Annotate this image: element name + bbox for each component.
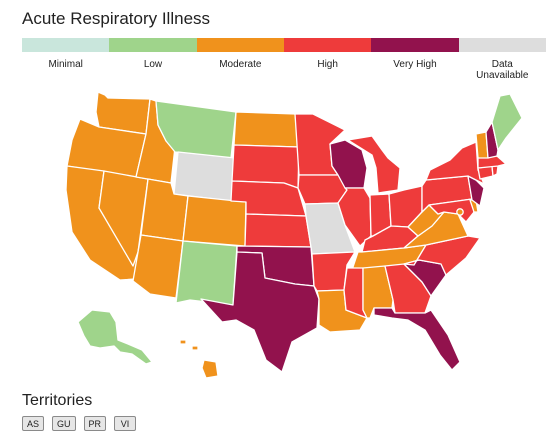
territory-buttons: AS GU PR VI <box>22 416 137 431</box>
state-ny[interactable] <box>425 141 485 185</box>
state-ks[interactable] <box>244 213 312 248</box>
state-ak[interactable] <box>77 309 153 365</box>
legend-swatch-moderate <box>196 38 284 52</box>
state-az[interactable] <box>132 234 184 299</box>
territory-button-pr[interactable]: PR <box>83 416 107 431</box>
legend-label-minimal: Minimal <box>48 59 83 70</box>
legend-label-low: Low <box>143 59 163 70</box>
legend-label-moderate: Moderate <box>219 59 262 70</box>
territory-button-gu[interactable]: GU <box>52 416 76 431</box>
legend-item-low: Low <box>109 38 197 81</box>
state-il[interactable] <box>337 187 372 247</box>
legend-item-very-high: Very High <box>371 38 459 81</box>
state-mi[interactable] <box>347 135 401 194</box>
legend-label-very-high: Very High <box>393 59 437 70</box>
legend-swatch-unavailable <box>458 38 546 52</box>
legend-swatch-low <box>109 38 197 52</box>
state-ri[interactable] <box>491 165 499 177</box>
state-tx[interactable] <box>200 251 320 373</box>
legend-label-high: High <box>317 59 338 70</box>
state-co[interactable] <box>182 195 247 247</box>
territories-heading: Territories <box>22 392 93 409</box>
legend-item-moderate: Moderate <box>196 38 284 81</box>
us-state-map <box>65 91 523 379</box>
legend-item-high: High <box>283 38 372 81</box>
page-title: Acute Respiratory Illness <box>22 9 211 28</box>
state-nh[interactable] <box>485 121 499 159</box>
legend-label-unavailable: Data Unavailable <box>476 59 529 81</box>
state-wy[interactable] <box>173 151 236 202</box>
state-nm[interactable] <box>175 240 238 306</box>
state-dc[interactable] <box>456 208 464 216</box>
state-me[interactable] <box>491 93 523 151</box>
legend-item-unavailable: Data Unavailable <box>458 38 546 81</box>
legend-swatch-very-high <box>371 38 459 52</box>
territory-button-as[interactable]: AS <box>22 416 45 431</box>
legend: Minimal Low Moderate High Very High Data… <box>22 38 546 81</box>
legend-item-minimal: Minimal <box>22 38 110 81</box>
legend-swatch-minimal <box>22 38 110 52</box>
state-hi[interactable] <box>179 339 219 379</box>
legend-swatch-high <box>283 38 372 52</box>
territory-button-vi[interactable]: VI <box>114 416 137 431</box>
state-nd[interactable] <box>233 111 300 148</box>
state-fl[interactable] <box>373 307 461 371</box>
